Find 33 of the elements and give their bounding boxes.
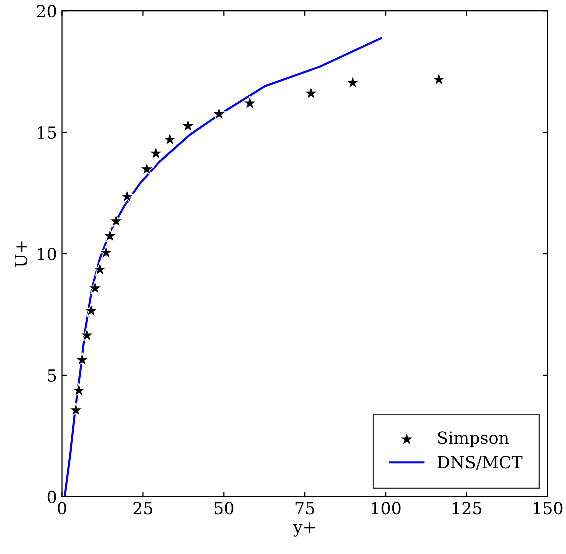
point [108,214,124,228]
x-tick-label: 125 [453,502,482,515]
y-tick-label: 20 [37,5,56,18]
x-tick-label: 25 [134,502,153,515]
x-tick-label: 50 [214,502,234,515]
point [80,328,95,342]
y-tick-label: 0 [48,490,56,504]
legend-label: Simpson [438,432,510,448]
x-tick-label: 150 [534,502,563,515]
point [162,132,178,146]
y-tick-label: 5 [48,370,56,382]
x-tick-label: 0 [58,502,66,515]
x-axis-title: y+ [293,522,315,537]
point [432,72,446,86]
point [102,228,118,243]
y-tick-label: 15 [38,126,56,140]
point [212,106,227,121]
point [74,352,90,366]
legend-label: DNS/MCT [438,456,523,470]
point [84,303,99,318]
point [92,262,108,276]
point [120,189,135,204]
y-tick-label: 10 [38,248,56,261]
point [242,96,258,110]
point [98,245,114,260]
line-series [64,37,382,496]
x-tick-label: 100 [372,502,401,515]
point [88,280,103,295]
point [180,118,196,133]
y-axis-title: U+ [15,242,28,268]
point [68,402,84,417]
point [72,383,86,398]
x-tick-label: 75 [296,502,314,515]
